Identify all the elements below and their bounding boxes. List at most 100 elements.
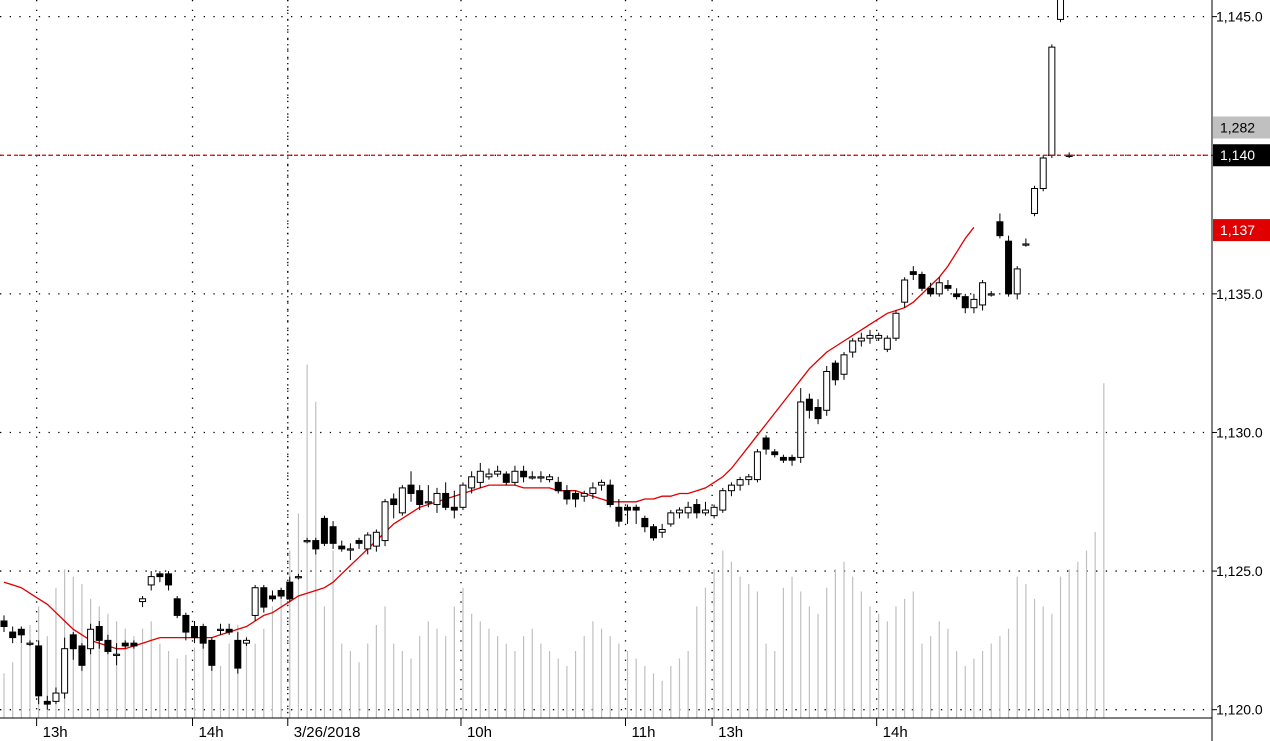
candle-body-40 [346, 548, 354, 551]
candle-89 [771, 449, 779, 458]
candle-body-14 [121, 642, 129, 647]
candle-70 [606, 479, 614, 508]
candle-106 [918, 271, 926, 292]
candle-93 [805, 393, 813, 419]
candle-body-65 [563, 490, 571, 500]
candle-body-115 [996, 221, 1004, 237]
candle-8 [69, 632, 77, 660]
candle-body-83 [719, 490, 727, 511]
candle-17 [147, 571, 155, 591]
candle-79 [684, 501, 692, 519]
candle-54 [468, 471, 476, 494]
candle-73 [632, 504, 640, 524]
candle-body-5 [43, 700, 51, 705]
candle-body-77 [667, 512, 675, 525]
candle-26 [225, 623, 233, 635]
candle-101 [875, 332, 883, 341]
candle-body-50 [433, 492, 441, 506]
candle-body-69 [598, 481, 606, 486]
candle-20 [173, 596, 181, 619]
candle-body-94 [814, 407, 822, 420]
x-tick-label-4: 11h [632, 724, 656, 741]
candle-78 [675, 507, 683, 519]
candle-62 [537, 471, 545, 483]
candle-9 [78, 643, 86, 671]
candle-120 [1039, 155, 1047, 192]
candle-body-99 [857, 337, 865, 342]
candle-13 [113, 643, 121, 666]
candle-105 [909, 266, 917, 280]
price-badge-2: 1,137 [1213, 219, 1270, 242]
candle-body-27 [234, 639, 242, 669]
candle-11 [95, 620, 103, 649]
candle-116 [1005, 235, 1013, 297]
candle-body-45 [390, 498, 398, 506]
candle-27 [234, 632, 242, 674]
candle-5 [43, 695, 51, 710]
candle-55 [476, 462, 484, 488]
candle-body-64 [554, 481, 562, 492]
candle-body-51 [442, 492, 450, 508]
candle-body-103 [892, 312, 900, 339]
candle-4 [35, 640, 43, 705]
candle-33 [286, 576, 294, 602]
candle-76 [658, 523, 666, 538]
candle-body-17 [147, 576, 155, 586]
candle-46 [398, 485, 406, 516]
candle-114 [987, 291, 995, 297]
candle-122 [1057, 0, 1065, 23]
candle-body-121 [1048, 46, 1056, 156]
candle-body-104 [901, 279, 909, 303]
x-tick-label-0: 13h [43, 724, 68, 741]
candle-99 [857, 332, 865, 347]
candle-91 [788, 454, 796, 466]
candle-31 [268, 590, 276, 602]
candle-body-73 [632, 506, 640, 511]
candle-body-68 [589, 487, 597, 494]
candle-96 [831, 360, 839, 386]
candle-body-85 [736, 479, 744, 486]
candle-body-100 [866, 334, 874, 339]
candle-body-63 [546, 476, 554, 481]
candle-body-31 [268, 595, 276, 600]
candle-body-90 [779, 456, 787, 461]
candle-body-93 [805, 398, 813, 411]
candle-body-113 [979, 282, 987, 306]
candle-38 [329, 521, 337, 549]
x-tick-label-1: 14h [199, 724, 224, 741]
candle-10 [87, 623, 95, 655]
candle-body-26 [225, 628, 233, 633]
candle-body-49 [424, 501, 432, 504]
candle-18 [156, 571, 164, 583]
candles [0, 0, 1073, 710]
candle-body-29 [251, 587, 259, 616]
candle-body-7 [61, 648, 69, 694]
candle-body-70 [606, 484, 614, 506]
candle-body-41 [355, 540, 363, 544]
candle-body-13 [113, 653, 121, 656]
candle-25 [217, 623, 224, 635]
candle-body-36 [312, 540, 320, 550]
candle-body-76 [658, 528, 666, 533]
candle-body-122 [1057, 0, 1065, 20]
candle-body-1 [9, 631, 17, 639]
candle-body-52 [450, 506, 458, 511]
candle-body-35 [303, 540, 311, 543]
candle-30 [260, 584, 268, 613]
candle-0 [0, 615, 8, 633]
candle-28 [242, 637, 250, 646]
price-badge-bg-2 [1213, 219, 1270, 242]
candle-50 [433, 487, 441, 513]
candle-body-3 [26, 642, 34, 645]
candle-60 [520, 465, 528, 483]
candle-body-60 [520, 470, 528, 478]
candle-86 [745, 474, 753, 486]
price-badge-label-0: 1,282 [1220, 120, 1255, 136]
candle-body-0 [0, 620, 8, 628]
candle-body-20 [173, 598, 181, 616]
candle-body-8 [69, 634, 77, 650]
candle-body-108 [935, 282, 943, 295]
candle-body-25 [217, 628, 224, 631]
candle-75 [650, 523, 657, 541]
candle-body-72 [624, 506, 632, 511]
